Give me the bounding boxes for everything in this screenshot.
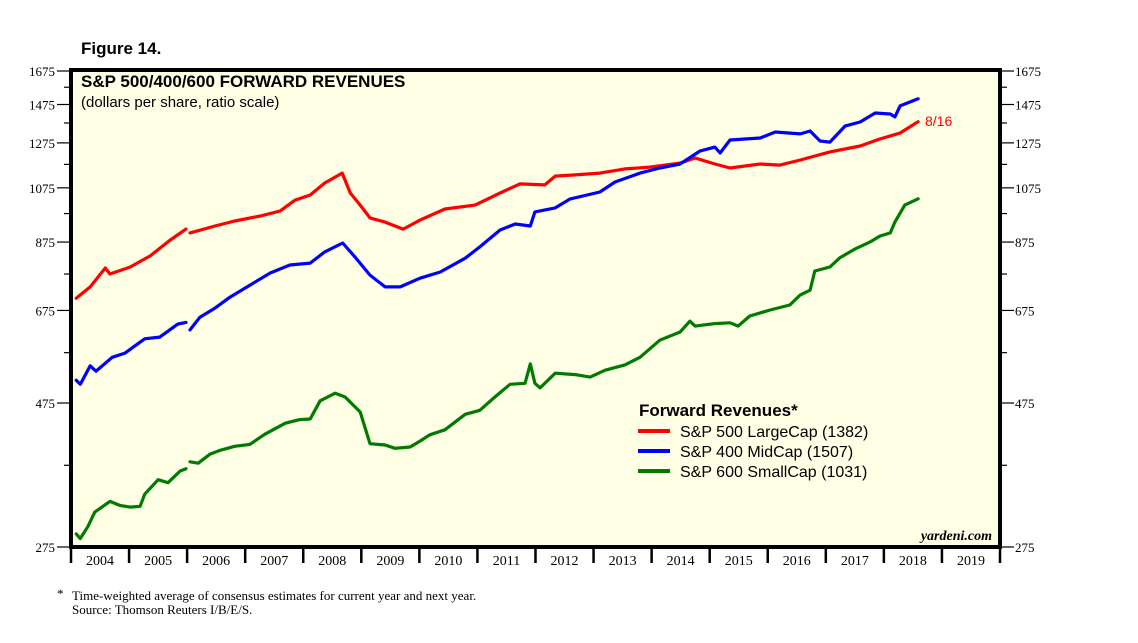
y-axis-left: 275 475 675 875 1075 1275 1475 1675 [29, 64, 71, 555]
legend-entry-sp600: S&P 600 SmallCap (1031) [680, 464, 867, 481]
series-line-sp500 [188, 120, 920, 235]
series-layer [74, 97, 920, 541]
y-tick-label-left: 675 [36, 303, 56, 318]
x-tick-label: 2015 [725, 554, 753, 569]
y-tick-label-right: 875 [1015, 235, 1035, 250]
x-tick-label: 2007 [260, 554, 288, 569]
x-tick-label: 2008 [318, 554, 346, 569]
x-tick-label: 2017 [841, 554, 869, 569]
figure-label: Figure 14. [81, 39, 161, 58]
y-tick-label-right: 475 [1015, 396, 1035, 411]
x-tick-label: 2016 [783, 554, 811, 569]
y-tick-label-left: 475 [36, 396, 56, 411]
series-line-sp400 [74, 320, 188, 386]
legend: Forward Revenues* S&P 500 LargeCap (1382… [638, 401, 868, 481]
x-tick-label: 2005 [144, 554, 172, 569]
series-line-sp400 [188, 97, 920, 332]
watermark: yardeni.com [919, 529, 992, 544]
chart-subtitle: (dollars per share, ratio scale) [81, 94, 279, 111]
x-tick-label: 2009 [376, 554, 404, 569]
y-tick-label-left: 875 [36, 235, 56, 250]
x-tick-label: 2018 [899, 554, 927, 569]
y-tick-label-left: 1275 [29, 136, 55, 151]
y-tick-label-left: 1475 [29, 97, 55, 112]
x-tick-label: 2010 [434, 554, 462, 569]
x-tick-label: 2006 [202, 554, 230, 569]
plot-frame [69, 68, 1002, 549]
series-line-sp500 [74, 227, 188, 300]
footnote-line-1: Time-weighted average of consensus estim… [72, 588, 476, 603]
y-tick-label-right: 1675 [1015, 64, 1041, 79]
chart-title: S&P 500/400/600 FORWARD REVENUES [81, 72, 405, 91]
y-tick-label-left: 1075 [29, 181, 55, 196]
series-line-sp600 [74, 467, 188, 541]
y-tick-label-left: 275 [36, 540, 56, 555]
y-tick-label-left: 1675 [29, 64, 55, 79]
series-line-sp600 [188, 197, 920, 465]
x-tick-label: 2013 [609, 554, 637, 569]
x-tick-label: 2014 [667, 554, 695, 569]
series-sp600 [74, 197, 920, 541]
y-axis-right: 275 475 675 875 1075 1275 1475 1675 [1000, 64, 1041, 555]
x-tick-label: 2012 [551, 554, 579, 569]
legend-entry-sp400: S&P 400 MidCap (1507) [680, 444, 853, 461]
y-tick-label-right: 675 [1015, 303, 1035, 318]
footnote-marker: * [57, 586, 64, 601]
x-axis: 2004 2005 2006 2007 2008 2009 2010 2011 2012 2013… [69, 547, 1002, 569]
footnote-source: Source: Thomson Reuters I/B/E/S. [72, 602, 252, 617]
y-tick-label-right: 1075 [1015, 181, 1041, 196]
x-tick-label: 2011 [493, 554, 520, 569]
latest-date-label: 8/16 [925, 113, 952, 129]
y-tick-label-right: 1475 [1015, 97, 1041, 112]
legend-title: Forward Revenues* [639, 401, 798, 420]
x-tick-label: 2004 [86, 554, 114, 569]
y-tick-label-right: 1275 [1015, 136, 1041, 151]
series-sp500 [74, 120, 920, 300]
x-tick-label: 2019 [957, 554, 985, 569]
y-tick-label-right: 275 [1015, 540, 1035, 555]
series-sp400 [74, 97, 920, 386]
legend-entry-sp500: S&P 500 LargeCap (1382) [680, 424, 868, 441]
